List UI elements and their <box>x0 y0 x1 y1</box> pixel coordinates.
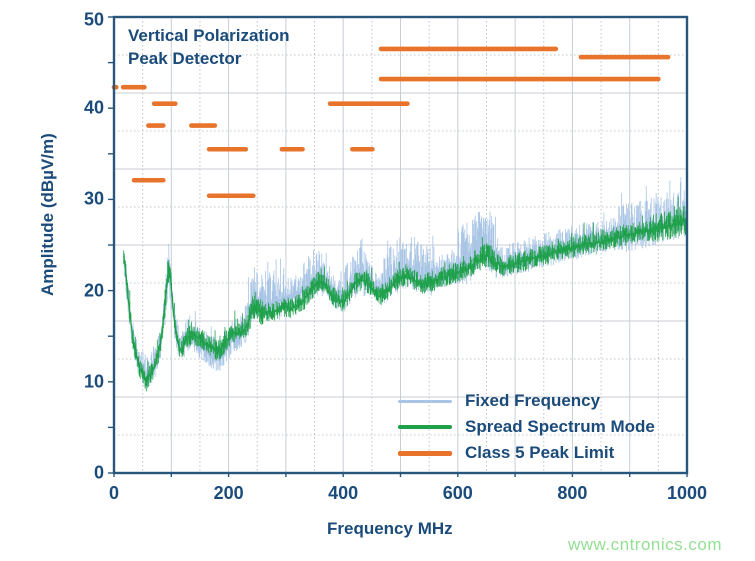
annotation-line-1: Vertical Polarization <box>128 26 290 45</box>
x-tick-label: 600 <box>442 483 473 503</box>
x-tick-label: 1000 <box>666 483 708 503</box>
y-tick-label: 40 <box>83 97 104 118</box>
y-axis-title: Amplitude (dBµV/m) <box>38 133 58 296</box>
annotation-line-2: Peak Detector <box>128 49 242 68</box>
class5-limit-line-swatch <box>398 450 452 456</box>
fixed-frequency-line-swatch <box>398 399 452 403</box>
legend-row-spread-spectrum: Spread Spectrum Mode <box>398 414 655 440</box>
x-axis-title: Frequency MHz <box>327 519 453 538</box>
x-tick-label: 400 <box>328 483 359 503</box>
legend-label-fixed-frequency: Fixed Frequency <box>465 391 601 410</box>
legend-row-fixed-frequency: Fixed Frequency <box>398 388 655 414</box>
x-tick-label: 0 <box>108 483 120 503</box>
y-tick-label: 30 <box>83 188 104 209</box>
y-tick-label: 0 <box>93 462 104 483</box>
legend-row-class5-limit: Class 5 Peak Limit <box>398 440 655 466</box>
y-tick-label: 50 <box>83 9 104 30</box>
x-tick-label: 200 <box>213 483 244 503</box>
watermark-text: www.cntronics.com <box>568 535 722 554</box>
chart-annotation: Vertical Polarization Peak Detector <box>128 24 290 70</box>
chart-legend: Fixed Frequency Spread Spectrum Mode Cla… <box>398 388 655 466</box>
legend-label-spread-spectrum: Spread Spectrum Mode <box>465 417 655 436</box>
y-tick-label: 10 <box>83 371 104 392</box>
y-tick-label: 20 <box>83 280 104 301</box>
spread-spectrum-line-swatch <box>398 425 452 429</box>
x-tick-label: 800 <box>557 483 588 503</box>
legend-label-class5-limit: Class 5 Peak Limit <box>465 443 615 462</box>
